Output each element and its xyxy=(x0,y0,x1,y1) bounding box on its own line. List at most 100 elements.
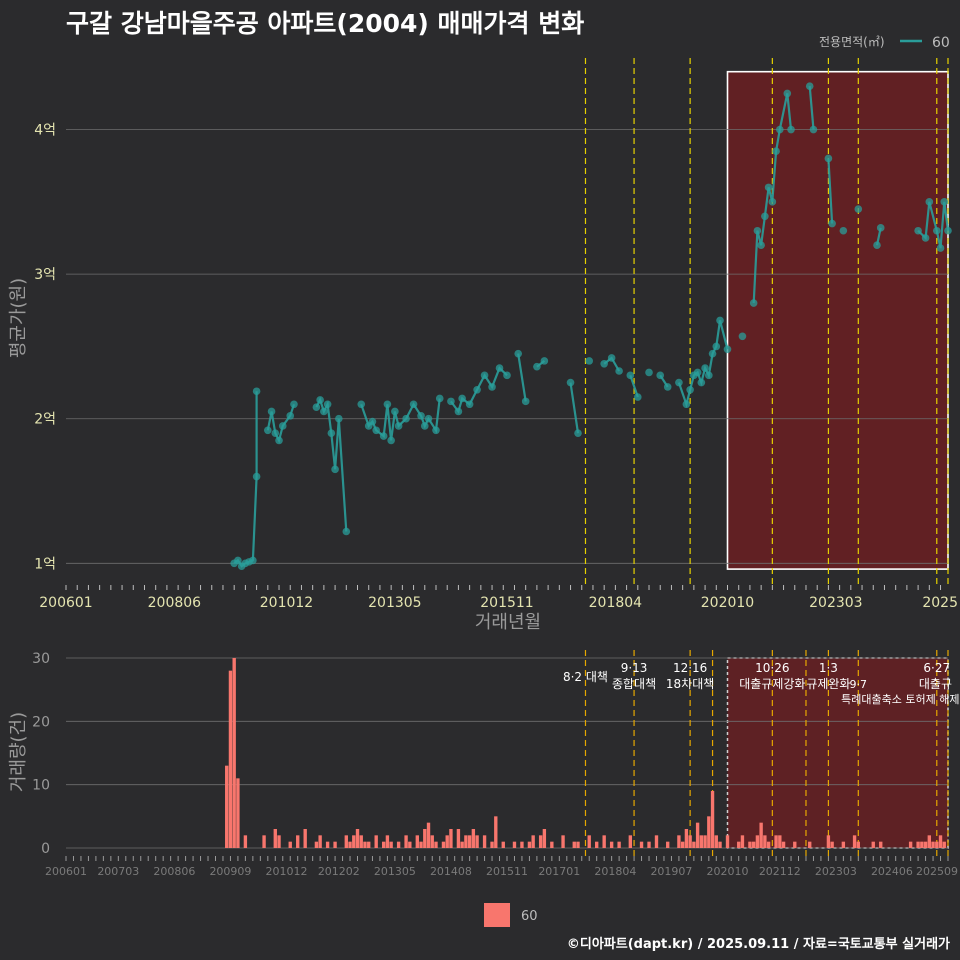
bottom-x-tick-label: 201701 xyxy=(538,865,580,878)
policy-annotation-label: 9·7 xyxy=(850,678,868,691)
volume-bar xyxy=(609,841,614,848)
price-point xyxy=(701,364,709,372)
volume-bar xyxy=(288,841,292,848)
volume-bar xyxy=(333,841,337,848)
price-point xyxy=(521,397,530,406)
price-point xyxy=(925,198,934,206)
price-point xyxy=(738,332,747,341)
price-point xyxy=(723,345,732,354)
price-point xyxy=(252,387,261,396)
price-point xyxy=(417,412,425,420)
price-point xyxy=(286,412,295,420)
volume-bar xyxy=(942,841,946,848)
price-point xyxy=(312,403,321,411)
credit-text: ©디아파트(dapt.kr) / 2025.09.11 / 자료=국토교통부 실… xyxy=(566,937,950,952)
volume-bar xyxy=(751,841,756,848)
price-point xyxy=(600,359,608,368)
volume-bar xyxy=(654,835,659,848)
price-point xyxy=(465,400,474,409)
policy-annotation-label: 대출규제강화 xyxy=(739,677,805,691)
price-point xyxy=(503,371,511,380)
bottom-x-tick-label: 202112 xyxy=(759,865,801,878)
volume-bar xyxy=(550,841,554,848)
volume-bar xyxy=(938,835,943,848)
price-point xyxy=(772,147,780,156)
policy-annotation-date: 1·3 xyxy=(819,661,838,675)
price-point xyxy=(323,400,332,409)
volume-bar xyxy=(367,841,371,848)
price-line-segment xyxy=(677,320,729,409)
price-point xyxy=(682,400,691,409)
price-line-segment xyxy=(233,391,258,568)
price-point xyxy=(615,367,623,375)
top-x-tick-label: 200806 xyxy=(148,595,202,611)
volume-bar xyxy=(471,829,476,848)
bottom-x-tick-label: 200601 xyxy=(45,865,87,878)
price-point xyxy=(944,226,952,235)
policy-annotation-label: 규제완화 xyxy=(806,677,850,691)
price-point xyxy=(708,349,717,358)
price-point xyxy=(447,397,455,406)
volume-bar xyxy=(587,835,591,848)
bottom-y-tick-label: 30 xyxy=(32,651,50,667)
volume-bar xyxy=(352,835,356,848)
volume-bar xyxy=(542,829,547,848)
volume-bar xyxy=(572,841,576,848)
top-x-tick-label: 202010 xyxy=(701,595,754,611)
volume-bar xyxy=(273,829,277,848)
volume-bar xyxy=(374,835,378,848)
volume-bar xyxy=(879,841,883,848)
volume-bar xyxy=(680,841,685,848)
volume-bar xyxy=(408,841,412,848)
price-point xyxy=(787,125,795,134)
price-point xyxy=(432,426,440,435)
volume-bar xyxy=(710,791,715,848)
volume-bar xyxy=(527,841,532,848)
volume-bar xyxy=(225,765,229,848)
volume-bar xyxy=(763,835,767,848)
volume-bar xyxy=(456,829,461,848)
price-point xyxy=(275,436,283,445)
price-point xyxy=(705,371,713,380)
price-point xyxy=(540,357,549,365)
volume-bar xyxy=(228,670,233,848)
volume-bar xyxy=(852,835,857,848)
legend-entry-label: 60 xyxy=(932,35,950,51)
price-point xyxy=(480,371,489,380)
price-point xyxy=(409,400,418,409)
policy-annotation-date: 12·16 xyxy=(673,661,707,675)
volume-bar xyxy=(419,841,423,848)
volume-bar xyxy=(538,835,543,848)
top-x-axis-title: 거래년월 xyxy=(475,612,541,633)
volume-bar xyxy=(595,841,599,848)
volume-bar xyxy=(314,841,319,848)
price-point xyxy=(342,527,351,536)
bottom-x-tick-label: 201202 xyxy=(318,865,360,878)
volume-bar xyxy=(666,841,670,848)
volume-bar xyxy=(396,841,401,848)
bottom-x-tick-label: 202010 xyxy=(707,865,749,878)
bottom-x-tick-label: 201408 xyxy=(430,865,472,878)
price-point xyxy=(809,125,818,134)
volume-bar xyxy=(512,841,517,848)
volume-bar xyxy=(426,822,431,848)
policy-annotation-label: 대출규 xyxy=(919,677,952,691)
price-point xyxy=(454,407,463,416)
volume-bar xyxy=(628,835,633,848)
bottom-legend-swatch xyxy=(484,903,510,927)
volume-bar xyxy=(841,841,846,848)
volume-bar xyxy=(755,835,760,848)
volume-bar xyxy=(262,835,266,848)
price-point xyxy=(932,226,941,235)
volume-bar xyxy=(766,841,771,848)
price-point xyxy=(768,198,777,206)
volume-bar xyxy=(778,835,782,848)
volume-bar xyxy=(501,841,505,848)
price-point xyxy=(663,383,672,391)
price-point xyxy=(424,414,433,423)
volume-bar xyxy=(389,841,393,848)
price-point xyxy=(249,556,257,565)
price-line-segment xyxy=(517,353,527,402)
price-point xyxy=(854,205,863,213)
